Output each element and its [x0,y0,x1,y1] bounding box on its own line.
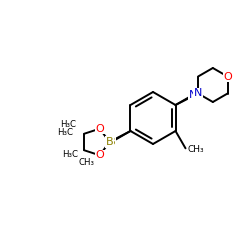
Text: B: B [108,137,115,147]
Text: H₃C: H₃C [57,128,73,137]
Text: CH₃: CH₃ [188,145,204,154]
Text: H₃C: H₃C [60,120,76,129]
Text: O: O [223,72,232,82]
Text: N: N [189,90,197,100]
Text: N: N [194,88,202,99]
Text: B: B [106,137,113,147]
Text: O: O [96,124,104,134]
Text: CH₃: CH₃ [78,158,94,167]
Text: H₃C: H₃C [62,150,78,159]
Text: O: O [96,150,104,160]
